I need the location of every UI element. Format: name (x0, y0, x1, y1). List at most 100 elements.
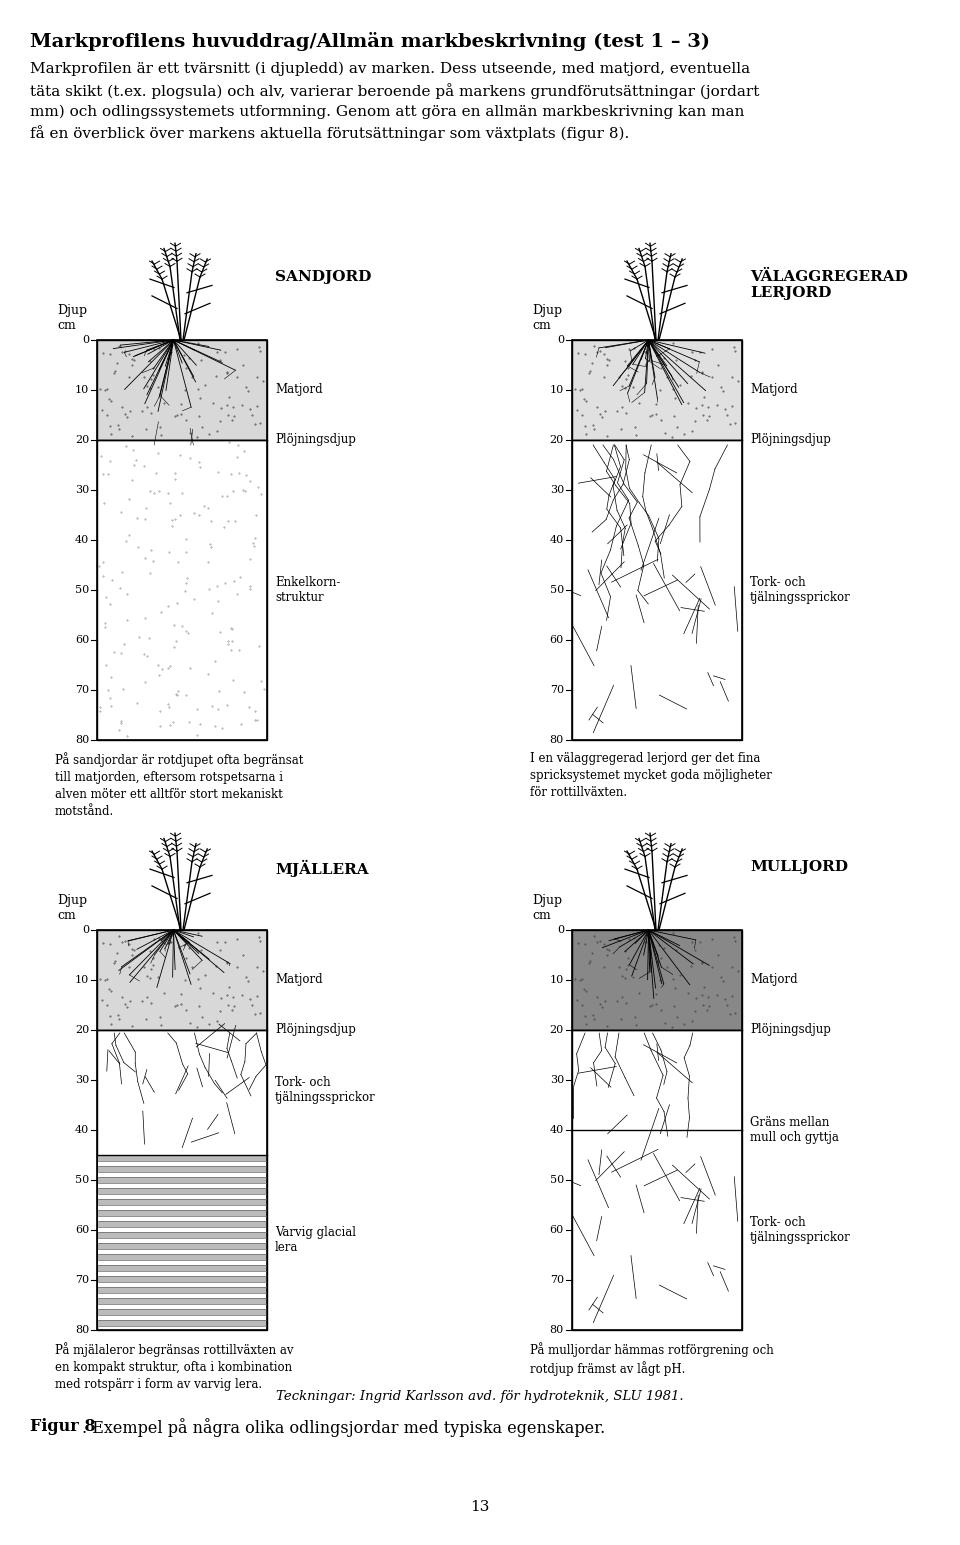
Point (151, 964, 166, 989)
Point (627, 1006, 642, 1031)
Point (156, 391, 171, 416)
Point (235, 942, 251, 967)
Text: Matjord: Matjord (750, 973, 798, 987)
Bar (572, 340, 742, 440)
Point (694, 360, 709, 385)
Point (621, 927, 636, 952)
Point (145, 946, 160, 970)
Point (579, 1012, 594, 1037)
Text: 0: 0 (82, 925, 89, 935)
Point (127, 348, 142, 372)
Point (626, 335, 641, 360)
Point (665, 331, 681, 355)
Point (152, 663, 167, 688)
Bar (98, 1193, 266, 1199)
Point (111, 417, 127, 442)
Point (642, 403, 658, 428)
Point (599, 1014, 614, 1038)
Point (127, 938, 142, 963)
Point (179, 539, 194, 564)
Point (112, 575, 128, 599)
Point (610, 989, 625, 1014)
Point (192, 386, 207, 411)
Bar (98, 1309, 266, 1315)
Point (209, 419, 225, 443)
Point (114, 340, 130, 365)
Point (164, 507, 180, 531)
Point (731, 369, 746, 394)
Point (189, 723, 204, 748)
Point (209, 1009, 225, 1034)
Point (250, 474, 265, 499)
Point (95, 462, 110, 487)
Point (204, 391, 220, 416)
Point (168, 681, 183, 706)
Bar (98, 1304, 266, 1309)
Text: Matjord: Matjord (275, 973, 323, 987)
Text: Markprofilen är ett tvärsnitt (i djupledd) av marken. Dess utseende, med matjord: Markprofilen är ett tvärsnitt (i djupled… (30, 62, 759, 141)
Point (228, 365, 244, 389)
Point (116, 632, 132, 657)
Point (179, 408, 194, 433)
Point (594, 405, 610, 430)
Point (160, 593, 176, 618)
Point (246, 533, 261, 558)
Point (597, 399, 612, 423)
Point (167, 403, 182, 428)
Point (102, 932, 117, 956)
Point (645, 992, 660, 1017)
Point (676, 422, 691, 447)
Point (111, 1007, 127, 1032)
Point (191, 403, 206, 428)
Point (102, 1004, 117, 1029)
Point (237, 439, 252, 464)
Text: SANDJORD: SANDJORD (275, 270, 372, 284)
Point (96, 340, 111, 365)
Bar (98, 1166, 266, 1171)
Text: Matjord: Matjord (750, 383, 798, 397)
Point (168, 467, 183, 491)
Point (162, 712, 178, 737)
Point (664, 425, 680, 450)
Text: 80: 80 (550, 1326, 564, 1335)
Text: 0: 0 (557, 925, 564, 935)
Point (136, 955, 152, 980)
Point (239, 375, 254, 400)
Point (602, 348, 617, 372)
Point (676, 1012, 691, 1037)
Point (122, 365, 137, 389)
Bar (572, 930, 742, 1031)
Point (652, 343, 667, 368)
Point (610, 399, 625, 423)
Point (174, 992, 189, 1017)
Point (232, 565, 248, 590)
Point (170, 402, 185, 426)
Point (229, 927, 245, 952)
Point (668, 348, 684, 372)
Point (225, 998, 240, 1023)
Text: 20: 20 (550, 1024, 564, 1035)
Point (639, 332, 655, 357)
Text: 0: 0 (82, 335, 89, 345)
Text: Teckningar: Ingrid Karlsson avd. för hydroteknik, SLU 1981.: Teckningar: Ingrid Karlsson avd. för hyd… (276, 1390, 684, 1403)
Bar (98, 1156, 266, 1160)
Point (700, 998, 715, 1023)
Point (236, 680, 252, 705)
Point (592, 929, 608, 953)
Point (114, 930, 130, 955)
Point (665, 921, 681, 946)
Point (156, 981, 171, 1006)
Point (110, 1003, 126, 1027)
Point (657, 346, 672, 371)
Point (164, 922, 180, 947)
Text: 30: 30 (75, 485, 89, 494)
Point (252, 929, 268, 953)
Point (163, 340, 179, 365)
Point (117, 992, 132, 1017)
Point (252, 335, 267, 360)
Point (92, 698, 108, 723)
Point (239, 964, 254, 989)
Point (166, 612, 181, 637)
Point (252, 338, 268, 363)
Point (219, 484, 234, 508)
